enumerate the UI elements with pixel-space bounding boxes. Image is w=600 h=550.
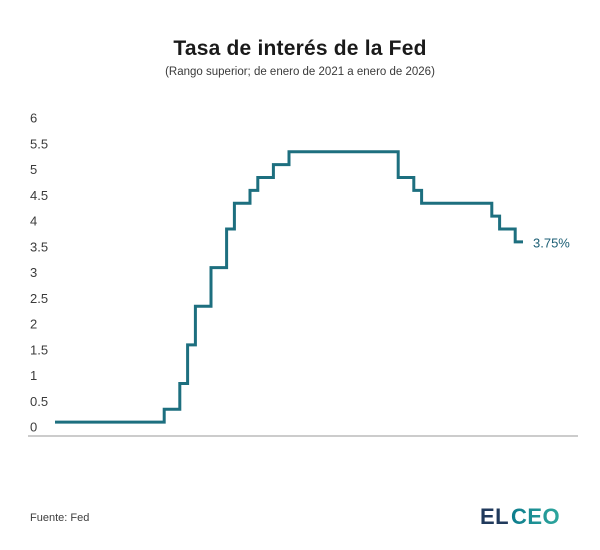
y-axis-tick-label: 1.5 bbox=[30, 342, 48, 357]
y-axis-tick-label: 0 bbox=[30, 420, 37, 435]
chart-subtitle: (Rango superior; de enero de 2021 a ener… bbox=[165, 66, 435, 78]
elceo-logo: EL CEO bbox=[480, 504, 560, 529]
y-axis-tick-label: 0.5 bbox=[30, 394, 48, 409]
logo-text-ceo: CEO bbox=[511, 504, 560, 529]
step-line-chart: 6 5.5 5 4.5 4 3.5 3 2.5 2 1.5 1 0.5 0 3.75% bbox=[28, 111, 578, 437]
y-axis-tick-label: 3 bbox=[30, 265, 37, 280]
y-axis-tick-label: 2.5 bbox=[30, 291, 48, 306]
logo-text-el: EL bbox=[480, 504, 509, 529]
y-axis-tick-label: 4.5 bbox=[30, 188, 48, 203]
y-axis-tick-label: 2 bbox=[30, 317, 37, 332]
end-value-label: 3.75% bbox=[533, 235, 570, 250]
chart-title: Tasa de interés de la Fed bbox=[173, 37, 427, 60]
y-axis-tick-label: 6 bbox=[30, 111, 37, 126]
y-axis-tick-label: 1 bbox=[30, 368, 37, 383]
y-axis-tick-label: 3.5 bbox=[30, 239, 48, 254]
y-axis-tick-label: 4 bbox=[30, 214, 37, 229]
y-axis-tick-label: 5.5 bbox=[30, 136, 48, 151]
source-label: Fuente: Fed bbox=[30, 512, 90, 524]
rate-step-line bbox=[55, 150, 523, 424]
y-axis-tick-label: 5 bbox=[30, 162, 37, 177]
